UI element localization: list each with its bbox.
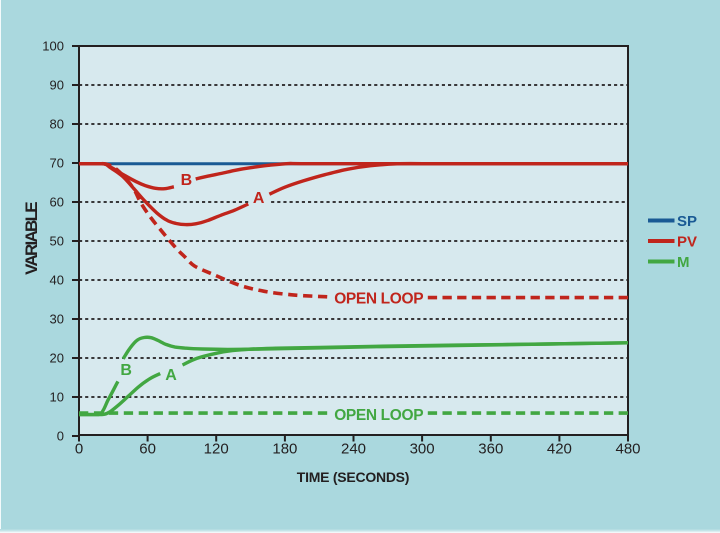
svg-text:B: B: [120, 362, 132, 379]
svg-text:A: A: [165, 367, 177, 384]
svg-text:0: 0: [57, 429, 64, 444]
svg-text:40: 40: [50, 273, 64, 288]
svg-text:80: 80: [50, 117, 64, 132]
svg-text:OPEN LOOP: OPEN LOOP: [334, 407, 423, 424]
svg-text:10: 10: [50, 390, 64, 405]
svg-text:SP: SP: [677, 213, 697, 230]
svg-text:90: 90: [50, 78, 64, 93]
svg-text:TIME (SECONDS): TIME (SECONDS): [297, 469, 409, 485]
svg-text:OPEN LOOP: OPEN LOOP: [334, 291, 423, 308]
svg-text:100: 100: [42, 39, 64, 54]
svg-text:120: 120: [204, 441, 229, 458]
svg-text:70: 70: [50, 156, 64, 171]
svg-text:0: 0: [75, 441, 83, 458]
svg-text:20: 20: [50, 351, 64, 366]
svg-text:PV: PV: [677, 233, 697, 250]
svg-text:300: 300: [410, 441, 435, 458]
svg-text:50: 50: [50, 234, 64, 249]
svg-text:30: 30: [50, 312, 64, 327]
svg-text:B: B: [181, 172, 193, 189]
svg-text:60: 60: [139, 441, 156, 458]
svg-text:VARIABLE: VARIABLE: [22, 202, 41, 275]
svg-text:M: M: [677, 254, 690, 271]
svg-text:240: 240: [341, 441, 366, 458]
svg-text:480: 480: [615, 441, 640, 458]
svg-text:420: 420: [547, 441, 572, 458]
svg-text:A: A: [253, 190, 265, 207]
svg-text:360: 360: [478, 441, 503, 458]
svg-text:60: 60: [50, 195, 64, 210]
svg-text:180: 180: [272, 441, 297, 458]
